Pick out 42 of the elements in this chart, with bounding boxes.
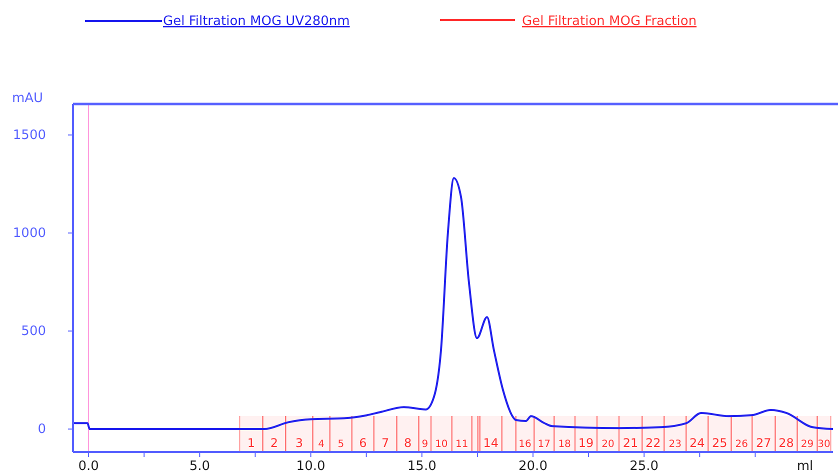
- x-tick-label: 0.0: [78, 459, 99, 474]
- band-label: 22: [645, 436, 661, 450]
- band-label: 30: [818, 439, 830, 450]
- band-label: 18: [558, 439, 571, 450]
- band-label: 9: [422, 439, 428, 450]
- band-label: 5: [338, 439, 344, 450]
- band-label: 25: [712, 436, 728, 450]
- y-tick-label: 1500: [12, 128, 46, 143]
- y-axis-title: mAU: [12, 91, 44, 106]
- band-label: 23: [668, 439, 682, 450]
- band-label: 28: [778, 436, 794, 450]
- band-label: 16: [518, 439, 532, 450]
- y-tick-label: 1000: [12, 226, 46, 242]
- band-label: 4: [318, 439, 325, 450]
- band-label: 27: [756, 436, 772, 450]
- x-tick-label: 20.0: [518, 459, 548, 474]
- band-label: 26: [735, 439, 748, 450]
- band-label: 19: [578, 436, 594, 450]
- y-tick-label: 0: [38, 422, 46, 438]
- text: Gel Filtration MOG UV280nm: [163, 14, 350, 29]
- band-label: 10: [435, 439, 448, 450]
- line-series: [72, 177, 834, 430]
- x-tick-label: 25.0: [630, 459, 659, 474]
- x-axis-title: ml: [796, 459, 814, 474]
- band-label: 11: [456, 439, 468, 450]
- band-label: 14: [483, 436, 499, 450]
- band-label: 8: [404, 436, 412, 450]
- band-label: 3: [295, 436, 304, 450]
- band-label: 29: [800, 439, 814, 450]
- band-label: 1: [247, 436, 256, 450]
- band-label: 21: [622, 436, 638, 450]
- band-label: 7: [382, 436, 390, 450]
- band-label: 6: [359, 436, 367, 450]
- x-tick-label: 5.0: [189, 459, 210, 474]
- y-tick-label: 500: [21, 324, 46, 340]
- x-tick-label: 10.0: [296, 459, 326, 474]
- band-label: 17: [538, 439, 550, 450]
- band-label: 24: [689, 436, 705, 450]
- text: Gel Filtration MOG Fraction: [522, 14, 697, 29]
- band-label: 2: [270, 436, 278, 450]
- band-label: 20: [602, 439, 614, 450]
- x-tick-label: 15.0: [407, 459, 436, 474]
